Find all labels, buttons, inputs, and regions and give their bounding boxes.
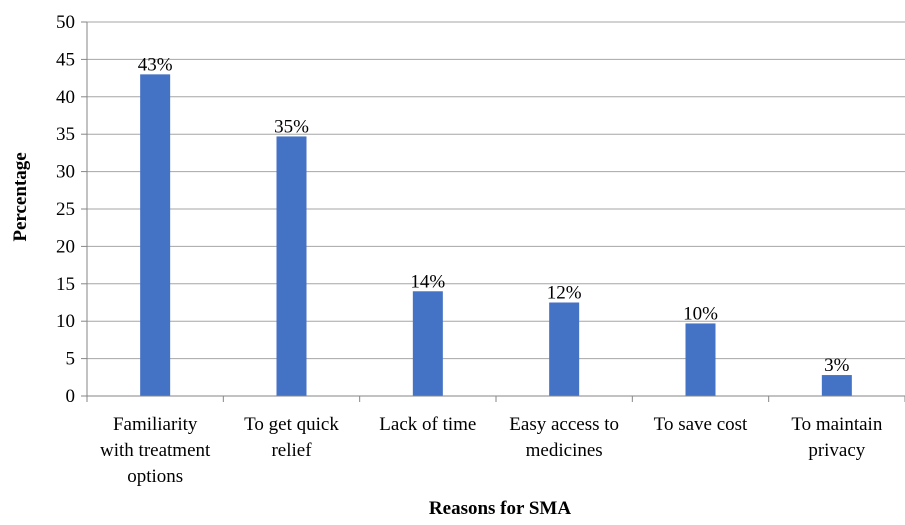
- y-tick-label: 10: [56, 311, 75, 332]
- bars: [140, 74, 852, 397]
- axes: [86, 22, 905, 402]
- data-label: 12%: [547, 283, 582, 304]
- x-category-label: with treatment: [100, 440, 211, 461]
- data-label: 35%: [274, 116, 309, 137]
- y-tick-label: 25: [56, 199, 75, 220]
- y-tick-labels: 0 5 10 15 20 25 30 35 40 45 50: [56, 12, 75, 407]
- y-tick-label: 0: [66, 386, 76, 407]
- y-tick-label: 15: [56, 274, 75, 295]
- x-category-label: medicines: [526, 440, 603, 461]
- data-label: 3%: [824, 355, 850, 376]
- y-tick-label: 45: [56, 49, 75, 70]
- data-labels: 43% 35% 14% 12% 10% 3%: [138, 54, 850, 376]
- bar: [276, 136, 307, 396]
- y-tick-label: 30: [56, 162, 75, 183]
- bar: [412, 291, 443, 396]
- y-tick-label: 35: [56, 124, 75, 145]
- data-label: 43%: [138, 54, 173, 75]
- bar: [140, 74, 171, 397]
- x-category-label: To maintain: [791, 414, 883, 435]
- bar: [685, 323, 716, 396]
- y-axis-title: Percentage: [10, 152, 31, 241]
- data-label: 14%: [410, 271, 445, 292]
- x-category-label: To get quick: [244, 414, 339, 435]
- y-tick-label: 5: [66, 349, 76, 370]
- y-tick-label: 20: [56, 236, 75, 257]
- x-category-label: privacy: [808, 440, 865, 461]
- data-label: 10%: [683, 303, 718, 324]
- y-tick-label: 50: [56, 12, 75, 33]
- bar: [549, 302, 580, 396]
- x-axis-title: Reasons for SMA: [429, 498, 571, 519]
- gridlines: [81, 21, 905, 397]
- x-category-label: Lack of time: [379, 414, 476, 435]
- x-category-label: Familiarity: [113, 414, 198, 435]
- bar: [821, 375, 852, 396]
- x-category-label: To save cost: [654, 414, 748, 435]
- y-tick-label: 40: [56, 87, 75, 108]
- x-category-label: relief: [271, 440, 312, 461]
- x-category-label: options: [127, 466, 183, 487]
- x-category-labels: Familiarity with treatment options To get q…: [100, 414, 883, 487]
- x-category-label: Easy access to: [509, 414, 619, 435]
